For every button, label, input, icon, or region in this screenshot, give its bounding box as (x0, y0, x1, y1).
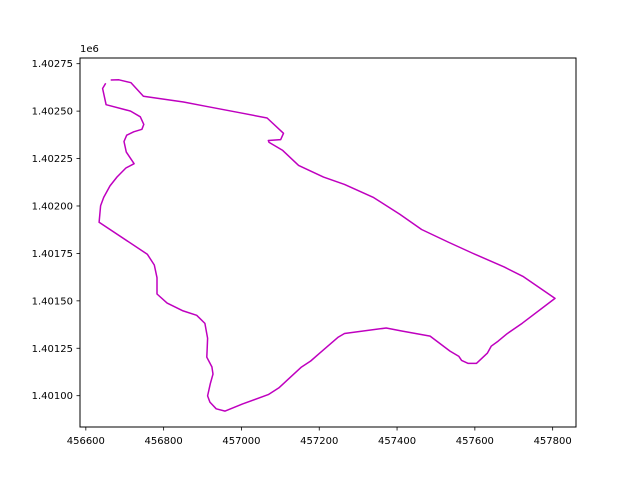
y-tick-label: 1.40150 (32, 296, 73, 307)
plot-area (98, 79, 556, 412)
y-axis: 1.40100 1.40125 1.40150 1.40175 1.40200 1.402… (32, 59, 80, 402)
x-tick-label: 457800 (534, 436, 572, 447)
x-tick-label: 456600 (67, 436, 105, 447)
series-line-0 (98, 79, 556, 412)
y-tick-label: 1.40250 (32, 107, 73, 118)
x-tick-label: 457200 (300, 436, 338, 447)
y-tick-label: 1.40275 (32, 59, 73, 70)
axes-frame (79, 57, 577, 428)
y-tick-label: 1.40100 (32, 391, 73, 402)
x-axis: 456600 456800 457000 457200 457400 457600 4578… (67, 427, 572, 447)
y-offset-label: 1e6 (80, 44, 99, 55)
y-tick-label: 1.40125 (32, 344, 73, 355)
y-tick-label: 1.40225 (32, 154, 73, 165)
y-tick-label: 1.40200 (32, 201, 73, 212)
x-tick-label: 456800 (145, 436, 183, 447)
y-tick-label: 1.40175 (32, 249, 73, 260)
x-tick-label: 457600 (456, 436, 494, 447)
x-tick-label: 457000 (222, 436, 260, 447)
x-tick-label: 457400 (378, 436, 416, 447)
